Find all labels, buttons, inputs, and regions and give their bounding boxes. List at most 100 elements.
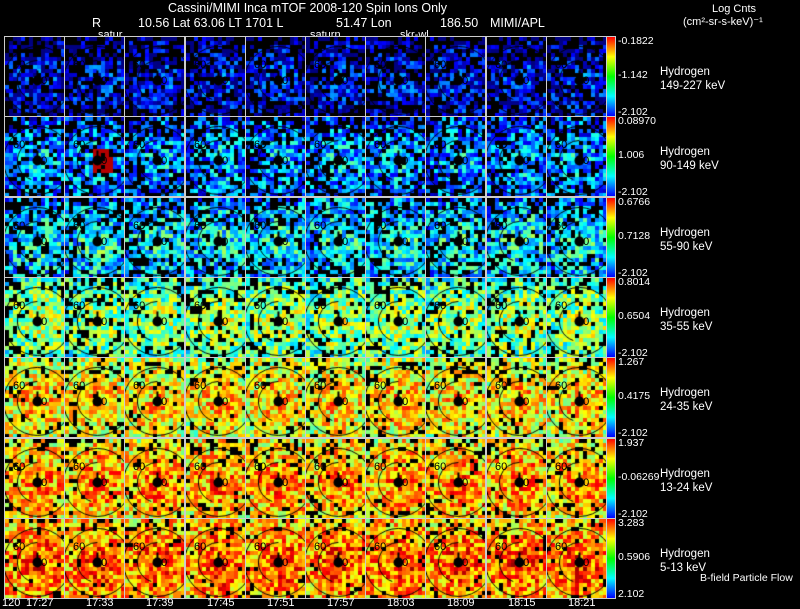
heatmap-cell: 60 90	[486, 357, 547, 438]
ring-label-90: 90	[216, 557, 229, 569]
heatmap-cell: 60 90	[305, 518, 366, 599]
row-energy: 13-24 keV	[660, 482, 713, 494]
heatmap-cell: 60 90	[245, 197, 306, 278]
colorbar-max: 1.267	[618, 356, 645, 368]
ring-label-60: 60	[13, 139, 26, 151]
ring-label-60: 60	[495, 541, 508, 553]
ring-label-60: 60	[194, 380, 207, 392]
ring-label-60: 60	[73, 380, 86, 392]
heatmap-cell: 60 90	[425, 277, 486, 358]
row-energy: 90-149 keV	[660, 160, 719, 172]
ring-label-90: 90	[95, 396, 108, 408]
colorbar-max: 0.8014	[618, 276, 651, 288]
ring-label-60: 60	[434, 541, 447, 553]
ring-label-90: 90	[336, 557, 349, 569]
ring-label-90: 90	[456, 557, 469, 569]
ring-label-90: 90	[577, 155, 590, 167]
colorbar-mid: -1.142	[618, 69, 648, 81]
ring-label-60: 60	[13, 461, 26, 473]
heatmap-cell: 60 90	[64, 357, 125, 438]
time-tick: 17:39	[146, 597, 174, 609]
time-tick: 18:03	[387, 597, 415, 609]
ring-label-90: 90	[396, 477, 409, 489]
row-species: Hydrogen	[660, 307, 710, 319]
chart-title: Cassini/MIMI Inca mTOF 2008-120 Spin Ion…	[168, 1, 448, 15]
ring-label-90: 90	[155, 316, 168, 328]
ring-label-60: 60	[495, 59, 508, 71]
ring-label-60: 60	[495, 380, 508, 392]
ring-label-60: 60	[73, 300, 86, 312]
heatmap-cell: 60 90	[546, 116, 607, 197]
ring-label-60: 60	[314, 59, 327, 71]
ring-label-60: 60	[73, 59, 86, 71]
heatmap-cell: 60 90	[4, 116, 65, 197]
ring-label-60: 60	[314, 541, 327, 553]
heatmap-cell: 60 90	[185, 36, 246, 117]
ring-label-90: 90	[336, 396, 349, 408]
heatmap-cell: 60 90	[486, 116, 547, 197]
ring-label-90: 90	[276, 396, 289, 408]
ring-label-90: 90	[517, 236, 530, 248]
heatmap-cell: 60 90	[486, 438, 547, 519]
colorbar-min: -2.102	[618, 508, 648, 520]
ring-label-60: 60	[194, 220, 207, 232]
colorbar-min: -2.102	[618, 347, 648, 359]
ring-label-60: 60	[254, 380, 267, 392]
heatmap-cell: 60 90	[4, 357, 65, 438]
heatmap-cell: 60 90	[124, 277, 185, 358]
ring-label-60: 60	[13, 541, 26, 553]
ring-label-60: 60	[254, 59, 267, 71]
heatmap-cell: 60 90	[245, 36, 306, 117]
row-energy: 55-90 keV	[660, 241, 713, 253]
row-energy: 35-55 keV	[660, 321, 713, 333]
ring-label-90: 90	[35, 557, 48, 569]
colorbar-max: 1.937	[618, 437, 645, 449]
heatmap-cell: 60 90	[365, 36, 426, 117]
heatmap-cell: 60 90	[546, 197, 607, 278]
ring-label-60: 60	[555, 220, 568, 232]
colorbar-mid: 0.7128	[618, 230, 651, 242]
ring-label-90: 90	[216, 477, 229, 489]
longitude-value: 186.50	[440, 16, 479, 30]
heatmap-cell: 60 90	[4, 438, 65, 519]
ring-label-90: 90	[336, 155, 349, 167]
ring-label-90: 90	[216, 75, 229, 87]
heatmap-cell: 60 90	[124, 438, 185, 519]
heatmap-cell: 60 90	[546, 36, 607, 117]
ring-label-60: 60	[374, 380, 387, 392]
ring-label-90: 90	[155, 396, 168, 408]
ring-label-60: 60	[254, 461, 267, 473]
heatmap-cell: 60 90	[245, 438, 306, 519]
heatmap-cell: 60 90	[4, 518, 65, 599]
heatmap-cell: 60 90	[185, 357, 246, 438]
ring-label-90: 90	[456, 236, 469, 248]
ring-label-90: 90	[155, 477, 168, 489]
colorbar-min: 2.102	[618, 588, 645, 600]
ring-label-60: 60	[133, 59, 146, 71]
position-readout: 10.56 Lat 63.06 LT 1701 L	[138, 16, 284, 30]
ring-label-60: 60	[555, 300, 568, 312]
heatmap-cell: 60 90	[425, 197, 486, 278]
heatmap-cell: 60 90	[546, 277, 607, 358]
heatmap-cell: 60 90	[245, 518, 306, 599]
heatmap-cell: 60 90	[4, 36, 65, 117]
heatmap-cell: 60 90	[305, 197, 366, 278]
heatmap-cell: 60 90	[245, 116, 306, 197]
ring-label-60: 60	[194, 139, 207, 151]
heatmap-cell: 60 90	[365, 116, 426, 197]
ring-label-60: 60	[133, 380, 146, 392]
time-tick: 18:21	[568, 597, 596, 609]
heatmap-cell: 60 90	[546, 518, 607, 599]
ring-label-90: 90	[95, 316, 108, 328]
ring-label-90: 90	[155, 557, 168, 569]
ring-label-60: 60	[254, 541, 267, 553]
heatmap-cell: 60 90	[124, 116, 185, 197]
ring-label-60: 60	[314, 220, 327, 232]
ring-label-90: 90	[577, 557, 590, 569]
ring-label-60: 60	[73, 139, 86, 151]
ring-label-90: 90	[396, 557, 409, 569]
row-species: Hydrogen	[660, 387, 710, 399]
ring-label-90: 90	[95, 557, 108, 569]
ring-label-60: 60	[434, 300, 447, 312]
flow-label: B-field Particle Flow	[700, 572, 793, 584]
